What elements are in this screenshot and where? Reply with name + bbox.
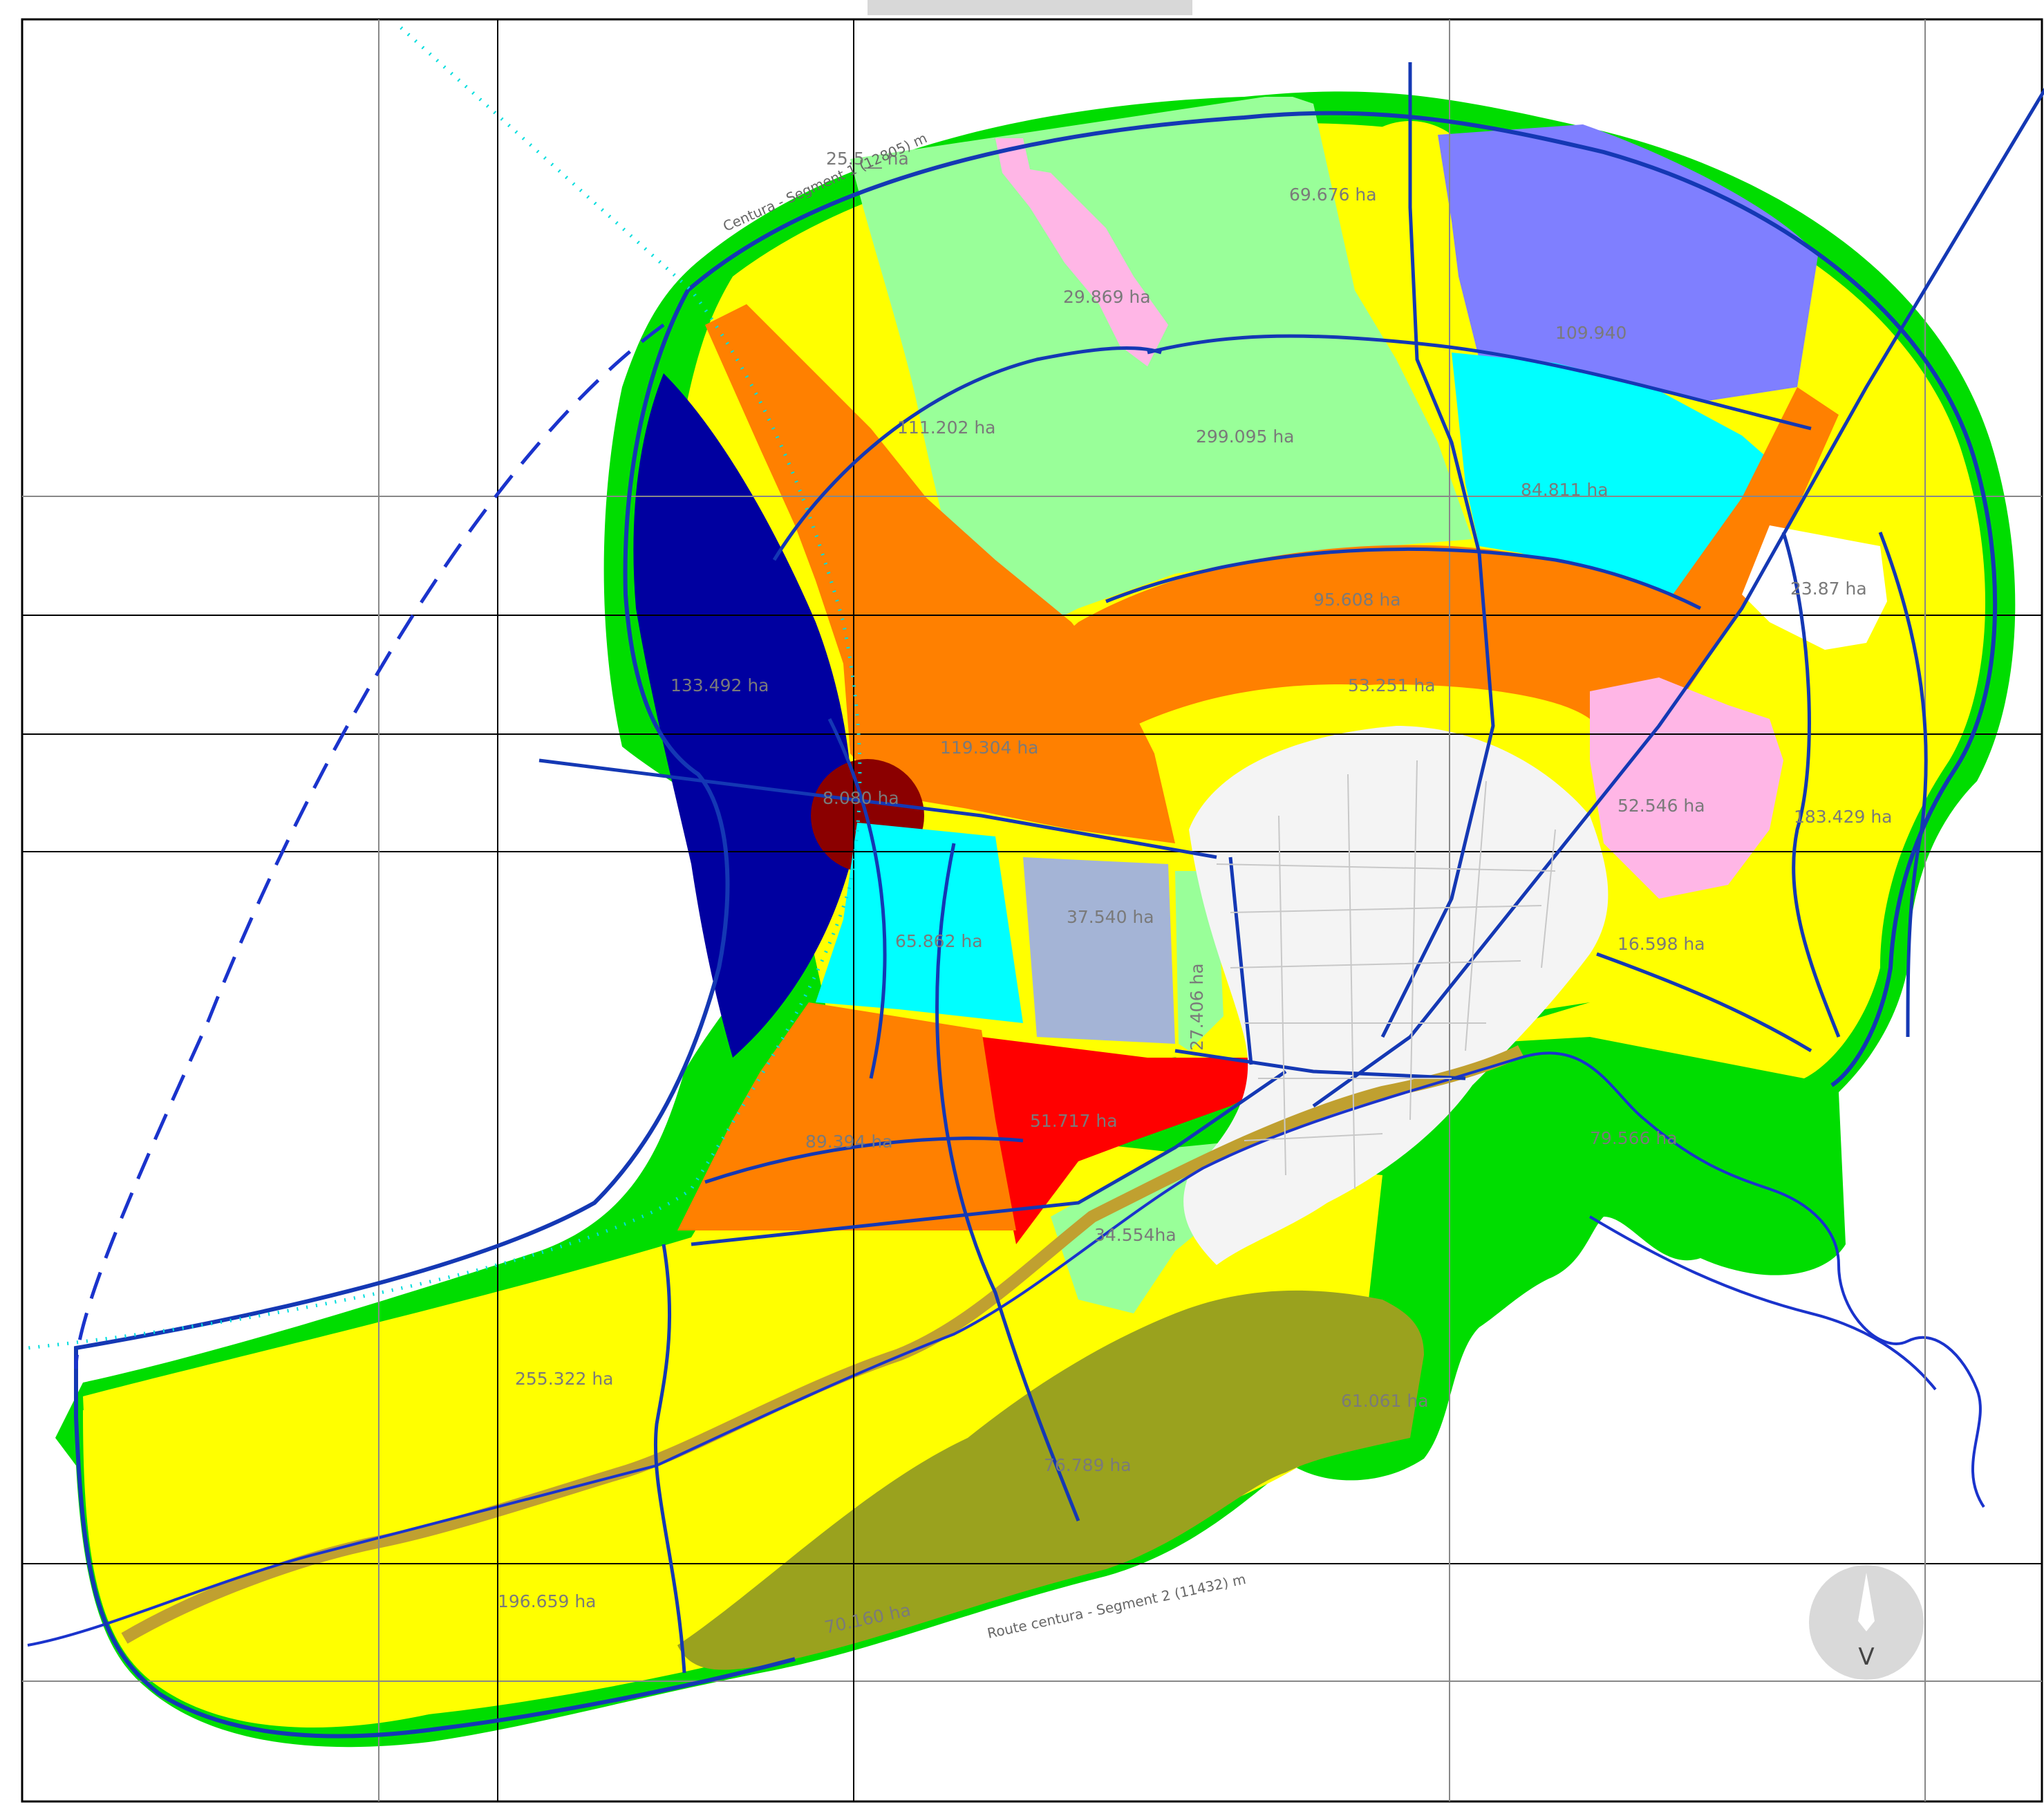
label-z29869: 29.869 ha (1063, 287, 1151, 307)
label-z79566: 79.566 ha (1590, 1128, 1678, 1148)
label-z8080: 8.080 ha (823, 788, 899, 808)
railway (27, 26, 862, 1350)
zone-orange-central (968, 545, 1700, 795)
north-arrow-icon (1858, 1573, 1875, 1631)
label-z2387: 23.87 ha (1790, 579, 1867, 599)
label-z37540: 37.540 ha (1067, 907, 1154, 927)
label-z133492: 133.492 ha (671, 675, 769, 695)
label-z16598: 16.598 ha (1618, 934, 1705, 954)
zone-labels: 25.5__ ha 69.676 ha 29.869 ha 109.940 11… (498, 149, 1893, 1638)
zone-pink-north (995, 138, 1168, 366)
zone-pink-east (1590, 677, 1783, 899)
river (121, 1045, 1524, 1644)
urban-streets (1216, 760, 1556, 1190)
main-roads (538, 62, 2044, 1674)
zone-orange-nw (705, 304, 1175, 843)
zone-cyan-cw (816, 823, 1023, 1023)
label-z255322: 255.322 ha (515, 1369, 614, 1389)
label-z111202: 111.202 ha (897, 418, 996, 438)
label-z53251: 53.251 ha (1348, 675, 1436, 695)
zone-steel-blue (1023, 857, 1175, 1044)
map-grid (22, 19, 2042, 1801)
zone-airport (633, 373, 853, 1058)
label-z196659: 196.659 ha (498, 1591, 597, 1611)
label-z27406: 27.406 ha (1187, 963, 1207, 1051)
label-z69676: 69.676 ha (1289, 185, 1377, 205)
zone-orange-sw (677, 1002, 1016, 1230)
scroll-thumb[interactable] (868, 0, 1192, 15)
label-z95608: 95.608 ha (1313, 590, 1401, 610)
zone-violet (1438, 124, 1818, 401)
map-frame (21, 18, 2043, 1803)
zone-white-ne (1742, 525, 1887, 650)
zone-olive (677, 1290, 1424, 1670)
compass-letter: V (1858, 1643, 1874, 1671)
ring-road (686, 111, 1998, 1087)
label-z2595: 25.5__ ha (826, 149, 909, 169)
label-z52546: 52.546 ha (1618, 796, 1705, 816)
label-z65862: 65.862 ha (895, 931, 983, 951)
label-z109940: 109.940 (1555, 323, 1626, 343)
label-z119304: 119.304 ha (940, 738, 1039, 758)
label-z183429: 183.429 ha (1794, 807, 1893, 827)
label-z89394: 89.394 ha (805, 1132, 893, 1152)
label-z51717: 51.717 ha (1030, 1111, 1118, 1131)
label-z76789: 76.789 ha (1044, 1455, 1132, 1475)
label-z34554: 34.554ha (1094, 1225, 1176, 1245)
label-z299095: 299.095 ha (1196, 427, 1295, 447)
zone-light-green-north (850, 97, 1472, 657)
zone-red (982, 1037, 1286, 1244)
label-z61061: 61.061 ha (1341, 1391, 1429, 1411)
zone-sw-yellow (83, 1168, 1175, 1728)
label-z84811: 84.811 ha (1521, 480, 1609, 500)
compass-rose[interactable]: V (1809, 1565, 1924, 1680)
